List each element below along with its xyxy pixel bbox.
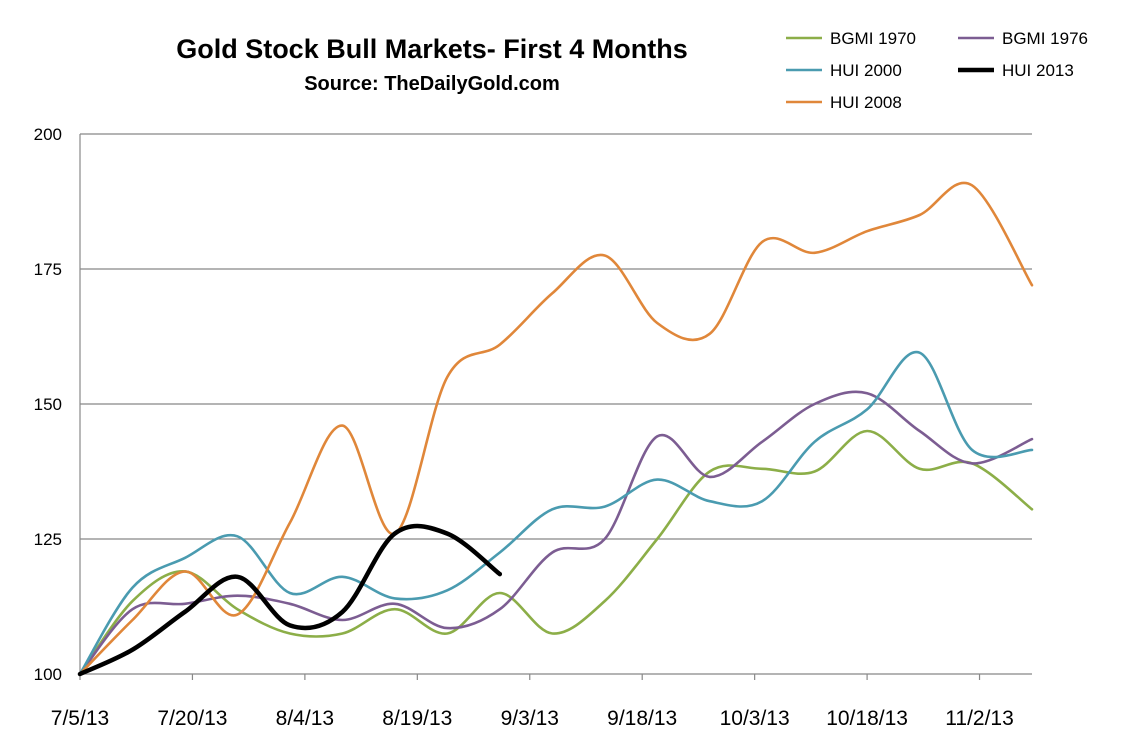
legend-label-bgmi-1970: BGMI 1970 [830,29,916,48]
legend: BGMI 1970 BGMI 1976 HUI 2000 HUI 2013 HUI 20… [786,29,1088,112]
x-tick-label: 8/19/13 [382,707,452,730]
series-line-bgmi-1976 [78,390,1034,676]
x-tick-label: 10/18/13 [826,707,908,730]
tick-labels: 100 125 150 175 200 7/5/13 7/20/13 8/4/13 8/19/1… [34,125,1014,730]
axes [79,134,1032,680]
y-tick-label: 100 [34,665,62,684]
x-tick-label: 8/4/13 [276,707,334,730]
series-line-hui-2013 [77,523,503,677]
x-tick-label: 7/20/13 [157,707,227,730]
x-tick-label: 11/2/13 [945,707,1014,730]
y-tick-label: 125 [34,530,62,549]
series-line-bgmi-1970 [78,429,1034,676]
chart-subtitle: Source: TheDailyGold.com [304,73,560,95]
legend-label-bgmi-1976: BGMI 1976 [1002,29,1088,48]
x-tick-label: 9/18/13 [607,707,677,730]
series-line-hui-2000 [78,350,1034,676]
series-lines [77,181,1034,677]
legend-label-hui-2013: HUI 2013 [1002,61,1074,80]
y-tick-label: 175 [34,260,62,279]
x-tick-label: 10/3/13 [720,707,790,730]
gridlines [80,133,1032,540]
y-tick-label: 200 [34,125,62,144]
y-tick-label: 150 [34,395,62,414]
chart-title: Gold Stock Bull Markets- First 4 Months [176,34,688,64]
x-tick-label: 9/3/13 [501,707,559,730]
legend-label-hui-2008: HUI 2008 [830,93,902,112]
series-line-hui-2008 [78,181,1034,676]
x-tick-label: 7/5/13 [51,707,109,730]
legend-label-hui-2000: HUI 2000 [830,61,902,80]
